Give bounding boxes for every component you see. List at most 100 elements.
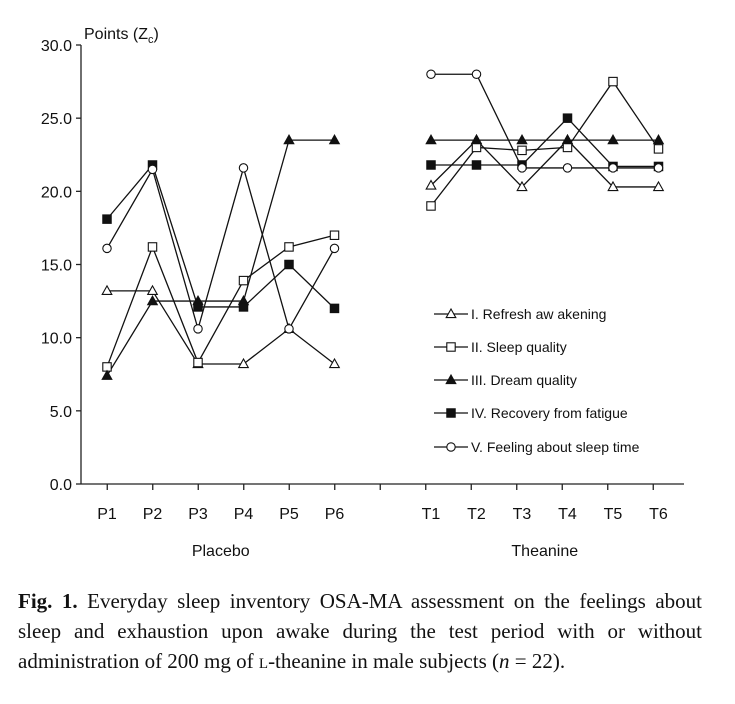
point-series-5 bbox=[284, 324, 294, 334]
legend-marker bbox=[445, 373, 457, 385]
y-tick-label: 5.0 bbox=[50, 404, 72, 421]
y-tick-label: 15.0 bbox=[41, 258, 72, 275]
point-series-5 bbox=[471, 69, 482, 80]
group-label: Theanine bbox=[511, 543, 578, 560]
x-tick-label: P1 bbox=[97, 506, 117, 523]
point-series-2 bbox=[471, 142, 482, 153]
figure-caption: Fig. 1. Everyday sleep inventory OSA-MA … bbox=[18, 586, 702, 676]
point-series-2 bbox=[284, 242, 294, 252]
series-lines bbox=[106, 73, 660, 377]
legend-marker bbox=[446, 442, 456, 452]
point-series-4 bbox=[562, 113, 573, 123]
point-series-1 bbox=[237, 357, 250, 369]
point-series-3 bbox=[561, 133, 574, 145]
x-tick-label: P6 bbox=[325, 506, 345, 523]
legend-marker bbox=[446, 342, 456, 352]
point-series-1 bbox=[328, 357, 341, 369]
x-tick-label: T1 bbox=[422, 506, 441, 523]
legend: I. Refresh aw akening II. Sleep quality II… bbox=[434, 306, 640, 455]
point-series-5 bbox=[238, 163, 249, 173]
caption-label: Fig. 1. bbox=[18, 589, 78, 613]
legend-marker bbox=[446, 408, 456, 418]
point-series-4 bbox=[329, 303, 340, 314]
series-line-2 bbox=[430, 80, 660, 207]
point-series-4 bbox=[471, 160, 482, 170]
point-series-4 bbox=[238, 302, 249, 312]
series-line-1 bbox=[107, 290, 335, 365]
point-series-1 bbox=[652, 180, 665, 192]
point-series-3 bbox=[607, 133, 619, 145]
point-series-5 bbox=[193, 324, 203, 334]
x-tick-label: T6 bbox=[649, 506, 668, 523]
point-series-5 bbox=[608, 163, 618, 173]
point-series-5 bbox=[562, 163, 573, 173]
y-tick-label: 0.0 bbox=[50, 477, 72, 494]
series-markers bbox=[101, 69, 665, 380]
x-tick-label: T5 bbox=[604, 506, 623, 523]
point-series-3 bbox=[283, 133, 295, 145]
caption-text-b: -theanine in male subjects ( bbox=[268, 649, 499, 673]
series-line-3 bbox=[106, 139, 335, 377]
caption-prefix: l bbox=[258, 649, 269, 673]
point-series-2 bbox=[608, 76, 618, 87]
x-tick-label: T2 bbox=[467, 506, 486, 523]
point-series-2 bbox=[193, 357, 203, 368]
series-line-5 bbox=[106, 165, 336, 332]
point-series-1 bbox=[607, 180, 619, 192]
point-series-4 bbox=[102, 214, 112, 224]
y-tick-label: 25.0 bbox=[41, 111, 72, 128]
series-line-2 bbox=[106, 234, 335, 368]
x-tick-label: P3 bbox=[188, 506, 208, 523]
point-series-4 bbox=[426, 160, 436, 170]
point-series-3 bbox=[146, 294, 159, 306]
x-tick-label: T3 bbox=[513, 506, 532, 523]
point-series-2 bbox=[238, 275, 249, 286]
point-series-5 bbox=[329, 243, 340, 254]
x-tick-label: P5 bbox=[279, 506, 299, 523]
point-series-5 bbox=[653, 163, 664, 173]
group-label: Placebo bbox=[192, 543, 250, 560]
caption-n: n bbox=[498, 649, 510, 673]
point-series-2 bbox=[517, 145, 527, 156]
legend-marker bbox=[445, 307, 457, 319]
point-series-3 bbox=[328, 133, 341, 145]
point-series-3 bbox=[652, 133, 665, 145]
y-tick-label: 30.0 bbox=[41, 38, 72, 55]
y-tick-label: 10.0 bbox=[41, 331, 72, 348]
point-series-1 bbox=[146, 284, 159, 295]
point-series-3 bbox=[516, 133, 528, 145]
point-series-3 bbox=[101, 369, 113, 380]
point-series-1 bbox=[425, 179, 437, 190]
series-line-5 bbox=[431, 73, 659, 169]
point-series-2 bbox=[329, 230, 340, 240]
point-series-5 bbox=[147, 164, 158, 175]
y-tick-label: 20.0 bbox=[41, 184, 72, 201]
point-series-3 bbox=[470, 133, 483, 145]
legend-label: II. Sleep quality bbox=[471, 339, 567, 355]
point-series-2 bbox=[562, 142, 573, 153]
y-axis-label: Points (Zc) bbox=[84, 26, 159, 46]
point-series-2 bbox=[653, 144, 664, 154]
legend-label: III. Dream quality bbox=[471, 372, 577, 388]
legend-label: IV. Recovery from fatigue bbox=[471, 405, 628, 421]
axes: 0.0 5.0 10.0 15.0 20.0 25.0 30.0 Points (Zc) P1 P… bbox=[41, 26, 684, 560]
sleep-inventory-chart: 0.0 5.0 10.0 15.0 20.0 25.0 30.0 Points (Zc) P1 P… bbox=[41, 26, 684, 560]
x-tick-label: P2 bbox=[143, 506, 163, 523]
point-series-3 bbox=[425, 133, 437, 145]
caption-text-c: = 22). bbox=[509, 649, 566, 673]
point-series-2 bbox=[426, 201, 436, 211]
x-tick-label: P4 bbox=[234, 506, 254, 523]
series-line-1 bbox=[430, 139, 659, 188]
point-series-5 bbox=[517, 163, 527, 173]
point-series-4 bbox=[193, 302, 203, 312]
point-series-5 bbox=[102, 243, 112, 254]
point-series-4 bbox=[284, 259, 294, 270]
legend-label: I. Refresh aw akening bbox=[471, 306, 606, 322]
point-series-2 bbox=[147, 242, 158, 252]
legend-label: V. Feeling about sleep time bbox=[471, 439, 640, 455]
point-series-5 bbox=[426, 69, 436, 80]
caption-text-a: Everyday sleep inventory OSA-MA assessme… bbox=[18, 589, 702, 673]
series-line-4 bbox=[431, 117, 659, 168]
series-line-4 bbox=[106, 163, 335, 309]
x-tick-label: T4 bbox=[558, 506, 577, 523]
